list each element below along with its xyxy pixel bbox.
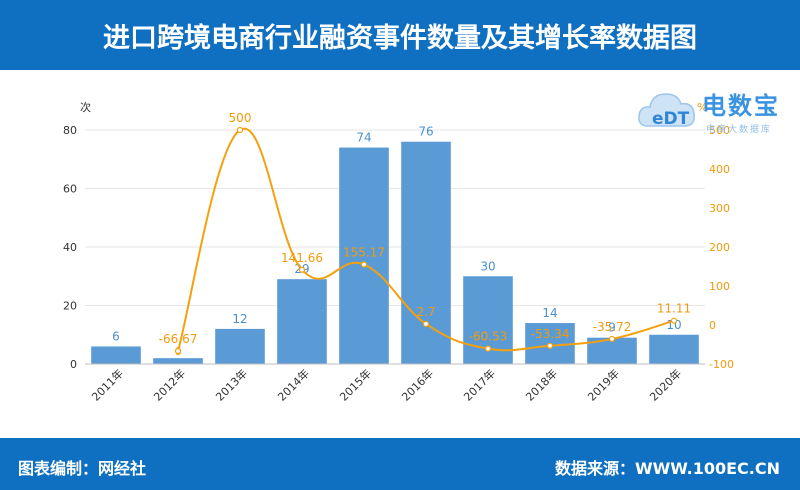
bar-value-label: 14	[542, 306, 557, 320]
logo-subtitle: 电商大数据库	[706, 125, 773, 135]
y-tick-label: 80	[63, 124, 77, 137]
growth-rate-point	[484, 345, 492, 352]
y-tick-label: 0	[70, 358, 77, 371]
x-tick-label: 2016年	[399, 366, 436, 403]
y-tick-label: 40	[63, 241, 77, 254]
logo-title: 电数宝	[702, 92, 780, 120]
growth-rate-label: -53.34	[531, 327, 570, 341]
combo-chart: 020406080-1000100200300400500次%612297476…	[63, 100, 734, 404]
bar	[339, 147, 389, 364]
bar	[649, 334, 699, 364]
growth-rate-label: 155.17	[343, 245, 385, 259]
growth-rate-point	[298, 266, 306, 273]
growth-rate-point	[174, 347, 182, 355]
bar	[215, 328, 265, 364]
logo-icon-text: eDT	[652, 109, 690, 129]
bar-value-label: 9	[608, 321, 616, 335]
growth-rate-point	[670, 317, 678, 324]
bar-value-label: 12	[232, 312, 247, 326]
growth-rate-point	[360, 261, 368, 268]
x-tick-label: 2014年	[275, 366, 312, 403]
y-tick-label: 20	[63, 300, 77, 313]
footer-bar: 图表编制：网经社 数据来源：WWW.100EC.CN	[0, 438, 800, 490]
x-tick-label: 2015年	[337, 366, 374, 403]
growth-rate-point	[608, 335, 616, 343]
chart-title: 进口跨境电商行业融资事件数量及其增长率数据图	[0, 0, 800, 70]
y2-tick-label: 0	[709, 319, 716, 332]
growth-rate-point	[236, 126, 244, 134]
growth-rate-label: -66.67	[159, 332, 198, 346]
growth-rate-label: -35.72	[593, 320, 632, 334]
growth-rate-point	[422, 320, 430, 328]
bar-value-label: 76	[418, 125, 433, 139]
x-tick-label: 2017年	[461, 366, 498, 403]
y2-tick-label: 500	[709, 124, 730, 137]
y2-tick-label: 100	[709, 280, 730, 293]
y2-tick-label: 400	[709, 163, 730, 176]
bar	[401, 141, 451, 364]
y2-tick-label: 200	[709, 241, 730, 254]
bar	[277, 279, 327, 364]
footer-editor: 图表编制：网经社	[18, 459, 147, 478]
x-tick-label: 2011年	[89, 366, 126, 403]
cloud-logo-icon: eDT	[638, 93, 696, 129]
growth-rate-label: 500	[229, 111, 252, 125]
y-axis-label: 次	[80, 100, 91, 114]
y2-tick-label: -100	[709, 358, 734, 371]
bar-value-label: 6	[112, 329, 120, 343]
growth-rate-label: 11.11	[657, 302, 691, 316]
growth-rate-label: 141.66	[281, 251, 323, 265]
x-tick-label: 2018年	[523, 366, 560, 403]
bar-value-label: 74	[356, 131, 371, 145]
logo: eDT 电数宝 电商大数据库	[636, 78, 796, 138]
x-tick-label: 2012年	[151, 366, 188, 403]
growth-rate-point	[546, 342, 554, 349]
bar	[91, 346, 141, 364]
growth-rate-label: 2.7	[416, 305, 435, 319]
footer-source: 数据来源：WWW.100EC.CN	[554, 459, 780, 478]
y2-axis-label: %	[697, 101, 707, 114]
bar	[153, 358, 203, 364]
y-tick-label: 60	[63, 183, 77, 196]
growth-rate-label: -60.53	[469, 330, 508, 344]
x-tick-label: 2020年	[647, 366, 684, 403]
bar-value-label: 30	[480, 259, 495, 273]
y2-tick-label: 300	[709, 202, 730, 215]
x-tick-label: 2019年	[585, 366, 622, 403]
x-tick-label: 2013年	[213, 366, 250, 403]
